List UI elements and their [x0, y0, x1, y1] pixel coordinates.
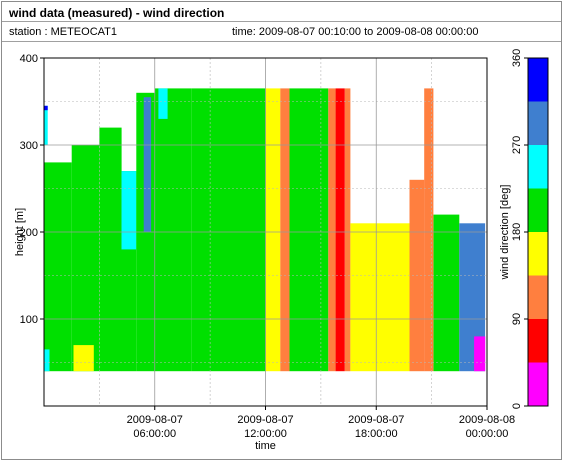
y-tick-label: 300 [20, 140, 38, 152]
axes: 100 200 300 400 2009-08-07 06:00:00 2009-08-07… [14, 53, 515, 452]
time-range-label: time: 2009-08-07 00:10:00 to 2009-08-08 … [232, 26, 479, 38]
title-bar: wind data (measured) - wind direction [2, 2, 561, 22]
heatmap-cell [265, 88, 281, 372]
y-tick-label: 200 [20, 227, 38, 239]
x-tick-label: 18:00:00 [355, 428, 398, 440]
heatmap-cell [433, 214, 460, 372]
x-tick-label: 2009-08-07 [237, 414, 293, 426]
heatmap-cell [335, 88, 345, 372]
colorbar-tick-label: 180 [511, 223, 523, 241]
station-label: station : METEOCAT1 [9, 26, 117, 38]
info-bar: station : METEOCAT1 time: 2009-08-07 00:… [2, 22, 561, 42]
y-axis-label: height [m] [14, 208, 26, 256]
heatmap-cell [350, 223, 410, 372]
y-tick-label: 100 [20, 314, 38, 326]
x-axis-label: time [255, 440, 276, 452]
colorbar-bin [528, 362, 548, 406]
heatmap-cell [280, 88, 290, 372]
heatmap-cell [247, 88, 266, 372]
y-tick-label: 400 [20, 53, 38, 65]
colorbar-label: wind direction [deg] [499, 185, 511, 281]
heatmap-cell [158, 88, 168, 119]
colorbar: 0 90 180 270 360 wind direction [deg] [499, 49, 549, 409]
colorbar-bin [528, 232, 548, 276]
heatmap-cell [44, 162, 72, 372]
heatmap-cell [154, 88, 192, 372]
colorbar-bin [528, 145, 548, 189]
colorbar-tick-label: 0 [511, 403, 523, 409]
heatmap-cell [474, 336, 486, 372]
heatmap-cell [424, 88, 434, 372]
heatmap-cell [73, 345, 94, 372]
x-tick-label: 06:00:00 [133, 428, 176, 440]
heatmap-cell [328, 88, 336, 372]
colorbar-bin [528, 101, 548, 145]
colorbar-tick-label: 90 [511, 313, 523, 325]
colorbar-bin [528, 275, 548, 319]
x-tick-label: 2009-08-07 [348, 414, 404, 426]
x-tick-label: 2009-08-07 [127, 414, 183, 426]
heatmap-cell [44, 105, 48, 145]
x-tick-label: 00:00:00 [466, 428, 509, 440]
heatmap-cell [191, 88, 248, 372]
x-tick-label: 2009-08-08 [459, 414, 515, 426]
heatmap-cell [344, 88, 351, 372]
heatmap-cell [99, 127, 122, 372]
heatmap-cell [44, 105, 48, 111]
colorbar-bin [528, 319, 548, 363]
chart-title: wind data (measured) - wind direction [9, 6, 225, 20]
heatmap-cell [121, 171, 137, 250]
heatmap-cell [289, 88, 329, 372]
colorbar-tick-label: 360 [511, 49, 523, 67]
heatmap-cell [71, 145, 100, 372]
colorbar-bin [528, 58, 548, 102]
colorbar-tick-label: 270 [511, 136, 523, 154]
x-tick-label: 12:00:00 [244, 428, 287, 440]
heatmap-cell [143, 97, 152, 232]
heatmap-cell [44, 349, 50, 372]
colorbar-bin [528, 188, 548, 232]
